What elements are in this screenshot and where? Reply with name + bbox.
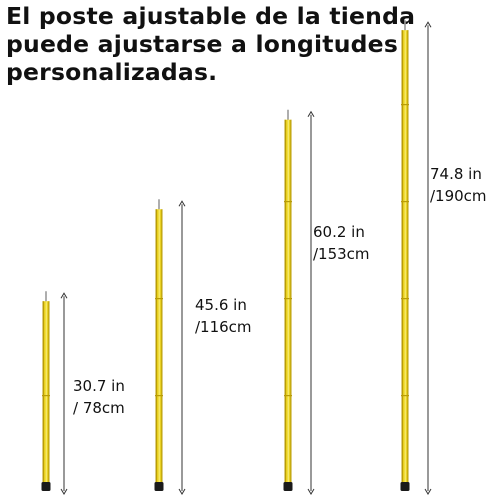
pole-joint (401, 104, 409, 106)
pole-2-dimension-arrow (178, 200, 186, 495)
pole-joint (401, 298, 409, 300)
pole-tip (45, 291, 47, 303)
pole-foot-cap (154, 482, 164, 491)
pole-foot-cap (41, 482, 51, 491)
pole-3-length-cm: /153cm (313, 245, 370, 263)
pole-1-length-cm: / 78cm (73, 399, 125, 417)
pole-shading (155, 209, 157, 484)
pole-foot-cap (400, 482, 410, 491)
pole-shading (284, 119, 286, 485)
pole-shading (48, 301, 50, 484)
pole-joint (401, 201, 409, 203)
pole-shading (407, 30, 409, 484)
pole-1 (41, 291, 51, 491)
pole-3 (283, 109, 293, 491)
pole-3-dimension-arrow (307, 110, 315, 495)
pole-highlight (404, 30, 407, 484)
pole-shading (290, 119, 292, 485)
headline: El poste ajustable de la tienda puede aj… (6, 2, 416, 86)
pole-shading (42, 301, 44, 484)
pole-4-dimension-arrow (424, 21, 432, 495)
pole-tip (158, 199, 160, 211)
pole-2-length-in: 45.6 in (195, 296, 247, 314)
pole-4-length-label: 74.8 in /190cm (430, 163, 487, 207)
pole-joint (42, 395, 50, 397)
pole-shading (161, 209, 163, 484)
pole-4-length-in: 74.8 in (430, 165, 482, 183)
pole-joint (401, 395, 409, 397)
pole-highlight (45, 301, 48, 484)
pole-tip (287, 109, 289, 121)
pole-foot-cap (283, 482, 293, 491)
pole-2-length-label: 45.6 in /116cm (195, 294, 252, 338)
pole-3-length-label: 60.2 in /153cm (313, 221, 370, 265)
pole-2-length-cm: /116cm (195, 318, 252, 336)
pole-3-length-in: 60.2 in (313, 223, 365, 241)
pole-1-length-in: 30.7 in (73, 377, 125, 395)
pole-joint (284, 201, 292, 203)
pole-4 (400, 20, 410, 491)
pole-tip (404, 20, 406, 32)
pole-2 (154, 199, 164, 491)
pole-joint (155, 395, 163, 397)
pole-4-length-cm: /190cm (430, 187, 487, 205)
pole-joint (284, 298, 292, 300)
pole-shading (401, 30, 403, 484)
pole-joint (155, 298, 163, 300)
pole-joint (284, 395, 292, 397)
pole-highlight (287, 119, 290, 485)
pole-1-length-label: 30.7 in / 78cm (73, 375, 125, 419)
pole-1-dimension-arrow (60, 292, 68, 495)
pole-highlight (158, 209, 161, 484)
